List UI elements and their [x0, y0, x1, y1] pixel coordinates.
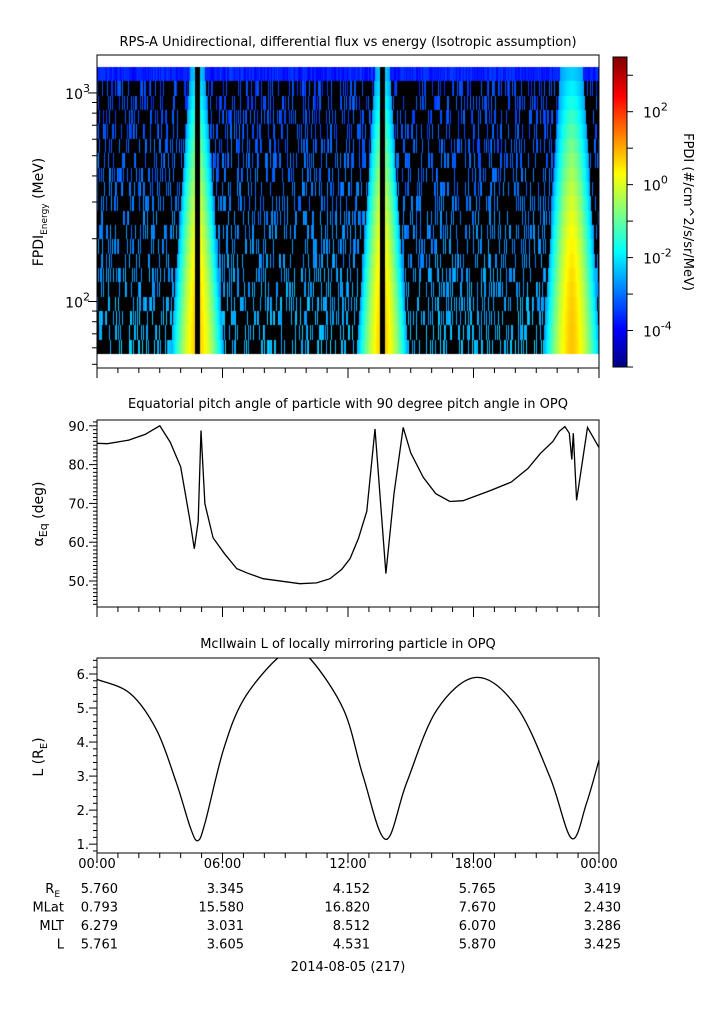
spectrogram-ylabel: FPDIEnergy (MeV): [31, 158, 50, 267]
ephemeris-value: 5.870: [459, 938, 496, 953]
lshell-title: McIlwain L of locally mirroring particle…: [200, 637, 496, 652]
line-series: [97, 424, 599, 842]
time-tick-label: 00:00: [580, 857, 617, 872]
colorbar-label: FPDI (#/cm^2/s/sr/MeV): [680, 133, 695, 291]
axis-ticks: [88, 74, 633, 863]
pitch-angle-tick-label: 60.: [68, 536, 89, 551]
ephemeris-value: 15.580: [199, 901, 245, 916]
ephemeris-value: 4.152: [333, 882, 370, 897]
ephemeris-value: 16.820: [325, 901, 371, 916]
spectrogram-title: RPS-A Unidirectional, differential flux …: [119, 35, 576, 50]
colorbar-tick-label: 10-2: [643, 247, 672, 268]
time-tick-label: 12:00: [329, 857, 366, 872]
ephemeris-row-label: L: [57, 938, 65, 953]
ephemeris-value: 3.425: [584, 938, 621, 953]
ephemeris-row-label: RE: [45, 882, 60, 900]
lshell-tick-label: 3.: [77, 770, 89, 785]
pitch-angle-ylabel: αEq (deg): [31, 482, 50, 547]
ephemeris-value: 6.279: [81, 919, 118, 934]
ephemeris-value: 6.070: [459, 919, 496, 934]
flux-spectrogram-heatmap: [97, 55, 599, 368]
ephemeris-value: 5.765: [459, 882, 496, 897]
lshell-tick-label: 6.: [77, 668, 89, 683]
spectrogram-frame: [96, 54, 600, 369]
ephemeris-value: 3.345: [207, 882, 244, 897]
ephemeris-row-label: MLat: [32, 901, 64, 916]
energy-tick-label: 103: [65, 82, 90, 103]
lshell-frame: [96, 657, 600, 854]
ephemeris-value: 3.419: [584, 882, 621, 897]
ephemeris-table: 00:00 06:00 12:00 18:00 00:00 RE 5.760 3.345 4.1…: [32, 857, 621, 953]
pitch-angle-title: Equatorial pitch angle of particle with …: [128, 397, 568, 412]
lshell-curve: [97, 658, 599, 842]
tick-labels: 103 102 102 100 10-2 10-4 90. 80. 70. 60. 50. 6. 5. 4…: [65, 82, 672, 853]
lshell-tick-label: 5.: [77, 702, 89, 717]
ephemeris-value: 4.531: [333, 938, 370, 953]
ephemeris-value: 8.512: [333, 919, 370, 934]
pitch-angle-curve: [97, 424, 599, 585]
pitch-angle-tick-label: 70.: [68, 497, 89, 512]
colorbar-frame: [612, 56, 628, 368]
colorbar-tick-label: 102: [643, 101, 668, 122]
date-label: 2014-08-05 (217): [291, 960, 406, 975]
ephemeris-row-label: MLT: [39, 919, 64, 934]
lshell-tick-label: 1.: [77, 838, 89, 853]
lshell-tick-label: 2.: [77, 804, 89, 819]
ephemeris-value: 5.760: [81, 882, 118, 897]
pitch-angle-tick-label: 90.: [68, 420, 89, 435]
ephemeris-value: 7.670: [459, 901, 496, 916]
time-tick-label: 18:00: [455, 857, 492, 872]
lshell-tick-label: 4.: [77, 736, 89, 751]
colorbar-tick-label: 100: [643, 174, 668, 195]
lshell-ylabel: L (RE): [31, 737, 50, 776]
ephemeris-value: 3.031: [207, 919, 244, 934]
pitch-angle-tick-label: 80.: [68, 459, 89, 474]
energy-tick-label: 102: [65, 291, 90, 312]
ephemeris-value: 3.605: [207, 938, 244, 953]
pitch-angle-tick-label: 50.: [68, 575, 89, 590]
ephemeris-value: 3.286: [584, 919, 621, 934]
ephemeris-value: 2.430: [584, 901, 621, 916]
colorbar-gradient: [613, 57, 627, 367]
ephemeris-value: 5.761: [81, 938, 118, 953]
time-tick-label: 06:00: [204, 857, 241, 872]
ephemeris-value: 0.793: [81, 901, 118, 916]
colorbar-tick-label: 10-4: [643, 320, 672, 341]
time-tick-label: 00:00: [78, 857, 115, 872]
